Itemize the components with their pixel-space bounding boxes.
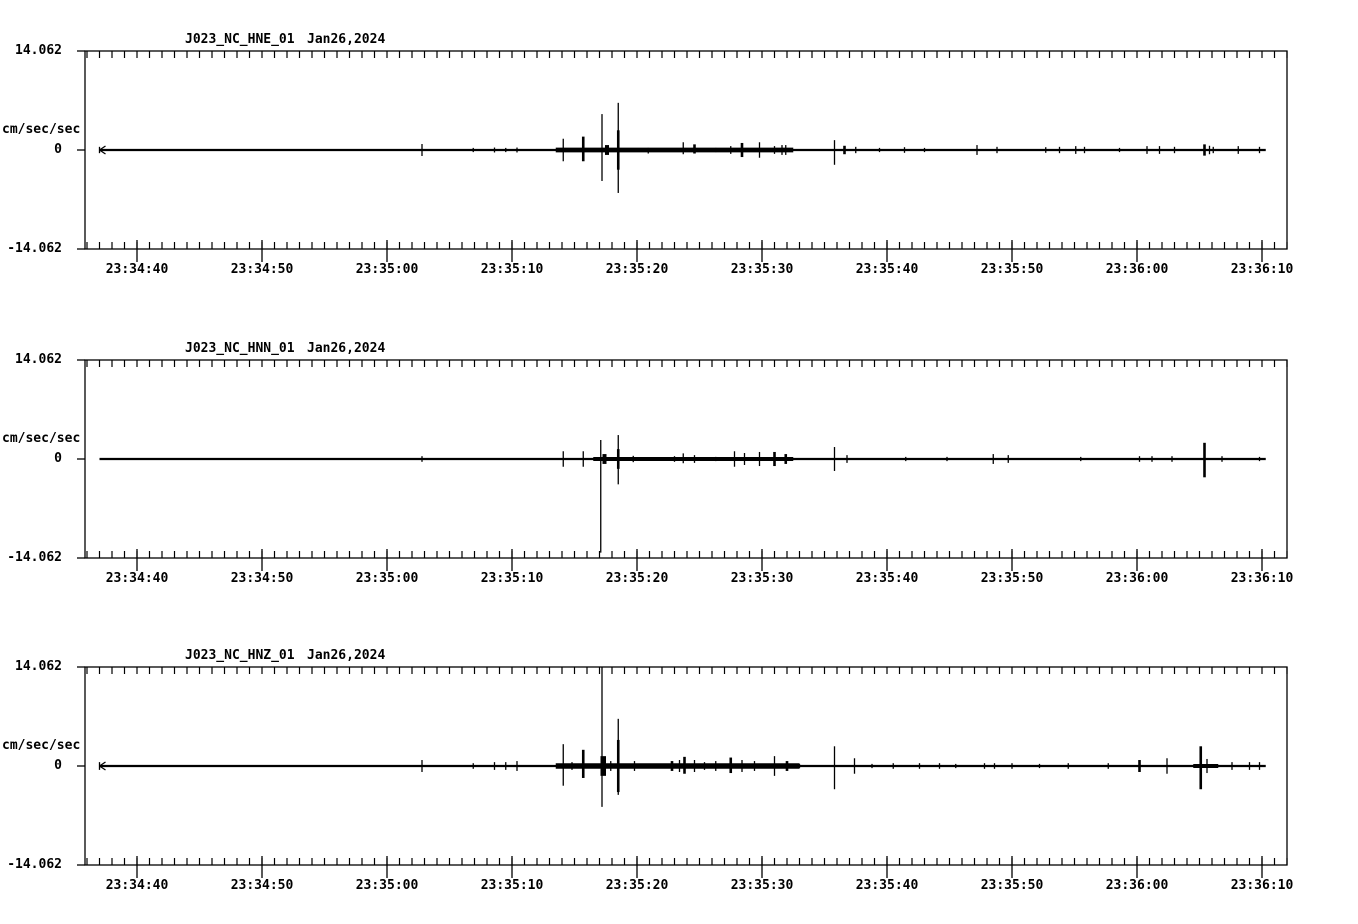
y-axis-max-label: 14.062 — [15, 659, 62, 674]
x-axis-tick-label: 23:34:50 — [230, 262, 294, 277]
x-axis-tick-label: 23:35:20 — [605, 262, 669, 277]
x-axis-tick-label: 23:34:50 — [230, 878, 294, 893]
x-axis-tick-label: 23:36:10 — [1230, 571, 1294, 586]
y-axis-max-label: 14.062 — [15, 43, 62, 58]
trace-title-date: Jan26,2024 — [307, 32, 386, 47]
x-axis-tick-label: 23:34:50 — [230, 571, 294, 586]
trace-title-station: J023_NC_HNN_01 — [185, 341, 295, 356]
x-axis-tick-label: 23:35:00 — [355, 262, 419, 277]
x-axis-tick-label: 23:35:40 — [855, 878, 919, 893]
x-axis-tick-label: 23:35:10 — [480, 262, 544, 277]
y-axis-zero-label: 0 — [54, 451, 62, 466]
x-axis-tick-label: 23:36:10 — [1230, 262, 1294, 277]
x-axis-tick-label: 23:36:00 — [1105, 571, 1169, 586]
x-axis-tick-label: 23:35:40 — [855, 571, 919, 586]
x-axis-tick-label: 23:35:30 — [730, 262, 794, 277]
x-axis-tick-label: 23:36:00 — [1105, 262, 1169, 277]
waveform-trace — [98, 102, 1266, 193]
x-axis-tick-label: 23:35:10 — [480, 878, 544, 893]
waveform-trace — [98, 667, 1266, 807]
y-axis-units-label: cm/sec/sec — [2, 738, 81, 753]
x-axis-tick-label: 23:35:50 — [980, 878, 1044, 893]
x-axis-tick-label: 23:36:00 — [1105, 878, 1169, 893]
x-axis-tick-label: 23:35:00 — [355, 571, 419, 586]
y-axis-zero-label: 0 — [54, 758, 62, 773]
x-axis-tick-label: 23:35:50 — [980, 571, 1044, 586]
y-axis-units-label: cm/sec/sec — [2, 431, 81, 446]
x-axis-tick-label: 23:35:30 — [730, 571, 794, 586]
x-axis-tick-label: 23:35:10 — [480, 571, 544, 586]
x-axis-tick-label: 23:34:40 — [105, 571, 169, 586]
y-axis-max-label: 14.062 — [15, 352, 62, 367]
x-axis-tick-label: 23:35:40 — [855, 262, 919, 277]
x-axis-tick-label: 23:35:30 — [730, 878, 794, 893]
x-axis-tick-label: 23:34:40 — [105, 878, 169, 893]
y-axis-zero-label: 0 — [54, 142, 62, 157]
trace-title-station: J023_NC_HNE_01 — [185, 32, 295, 47]
trace-title-station: J023_NC_HNZ_01 — [185, 648, 295, 663]
x-axis-tick-label: 23:35:20 — [605, 571, 669, 586]
x-axis-tick-label: 23:35:20 — [605, 878, 669, 893]
x-axis-tick-label: 23:34:40 — [105, 262, 169, 277]
x-axis-tick-label: 23:35:00 — [355, 878, 419, 893]
y-axis-min-label: -14.062 — [7, 241, 62, 256]
x-axis-tick-label: 23:35:50 — [980, 262, 1044, 277]
trace-title-date: Jan26,2024 — [307, 648, 386, 663]
waveform-trace — [99, 435, 1266, 553]
x-axis-tick-label: 23:36:10 — [1230, 878, 1294, 893]
y-axis-units-label: cm/sec/sec — [2, 122, 81, 137]
y-axis-min-label: -14.062 — [7, 550, 62, 565]
trace-title-date: Jan26,2024 — [307, 341, 386, 356]
y-axis-min-label: -14.062 — [7, 857, 62, 872]
